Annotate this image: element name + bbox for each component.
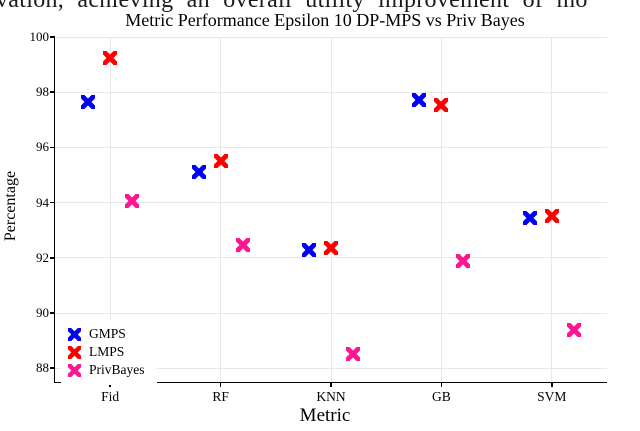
y-tick-mark	[50, 36, 55, 38]
data-point-marker-lmps-knn	[324, 241, 338, 256]
data-point-marker-lmps-gb	[434, 97, 449, 112]
gridline-x	[220, 37, 222, 382]
legend-label: PrivBayes	[89, 362, 145, 377]
x-tick-label: Fid	[101, 389, 120, 404]
gridline-x	[330, 37, 332, 382]
data-point-marker-lmps-fid	[103, 50, 118, 65]
data-point-marker-privbayes-knn	[346, 347, 360, 362]
y-tick-label: 90	[36, 305, 49, 320]
data-point-marker-gmps-fid	[81, 94, 96, 109]
legend-item-gmps: GMPS	[68, 325, 145, 343]
x-tick-mark	[330, 382, 332, 387]
y-tick-mark	[50, 201, 55, 204]
y-tick-label: 88	[36, 360, 49, 376]
y-tick-mark	[50, 312, 55, 314]
data-point-marker-privbayes-rf	[235, 238, 250, 253]
data-point-marker-lmps-rf	[213, 154, 228, 169]
x-axis-label: Metric	[299, 405, 351, 426]
x-tick-mark	[551, 382, 553, 387]
gridline-x	[551, 37, 553, 382]
y-tick-label: 94	[36, 194, 49, 210]
data-point-marker-privbayes-svm	[566, 322, 581, 337]
x-tick-mark	[440, 382, 443, 387]
data-point-marker-gmps-svm	[522, 210, 537, 225]
data-point-marker-gmps-rf	[191, 165, 206, 180]
legend-item-lmps: LMPS	[68, 343, 145, 361]
data-point-marker-privbayes-fid	[125, 194, 140, 209]
y-tick-label: 98	[36, 84, 49, 100]
y-axis-spine	[53, 37, 55, 384]
y-tick-mark	[50, 146, 55, 149]
legend-label: LMPS	[89, 344, 125, 359]
chart-title: Metric Performance Epsilon 10 DP-MPS vs …	[125, 10, 525, 30]
x-marker-icon	[68, 363, 81, 377]
x-marker-icon	[68, 327, 81, 341]
data-point-marker-lmps-svm	[544, 209, 559, 224]
data-point-marker-privbayes-gb	[456, 253, 471, 268]
y-axis-label: Percentage	[2, 170, 19, 242]
x-axis-spine	[53, 382, 607, 384]
x-tick-mark	[219, 382, 222, 387]
y-tick-label: 100	[29, 29, 50, 44]
legend-label: GMPS	[89, 326, 126, 341]
x-tick-label: KNN	[316, 389, 346, 404]
cropped-paragraph-text: vation, achieving an overall utility imp…	[0, 0, 588, 13]
x-tick-label: GB	[432, 389, 451, 404]
data-point-marker-gmps-knn	[302, 242, 316, 257]
gridline-x	[440, 37, 442, 382]
data-point-marker-gmps-gb	[412, 93, 427, 108]
legend-item-privbayes: PrivBayes	[68, 361, 145, 379]
x-marker-icon	[68, 345, 81, 359]
y-tick-label: 96	[36, 139, 49, 155]
y-tick-mark	[50, 91, 55, 93]
chart-legend: GMPS LMPS PrivBayes	[61, 320, 157, 385]
y-tick-mark	[50, 367, 55, 369]
x-tick-label: SVM	[537, 389, 567, 404]
y-tick-label: 92	[36, 249, 49, 265]
x-tick-label: RF	[212, 389, 229, 404]
y-tick-mark	[50, 257, 55, 259]
gridline-x	[109, 37, 111, 382]
